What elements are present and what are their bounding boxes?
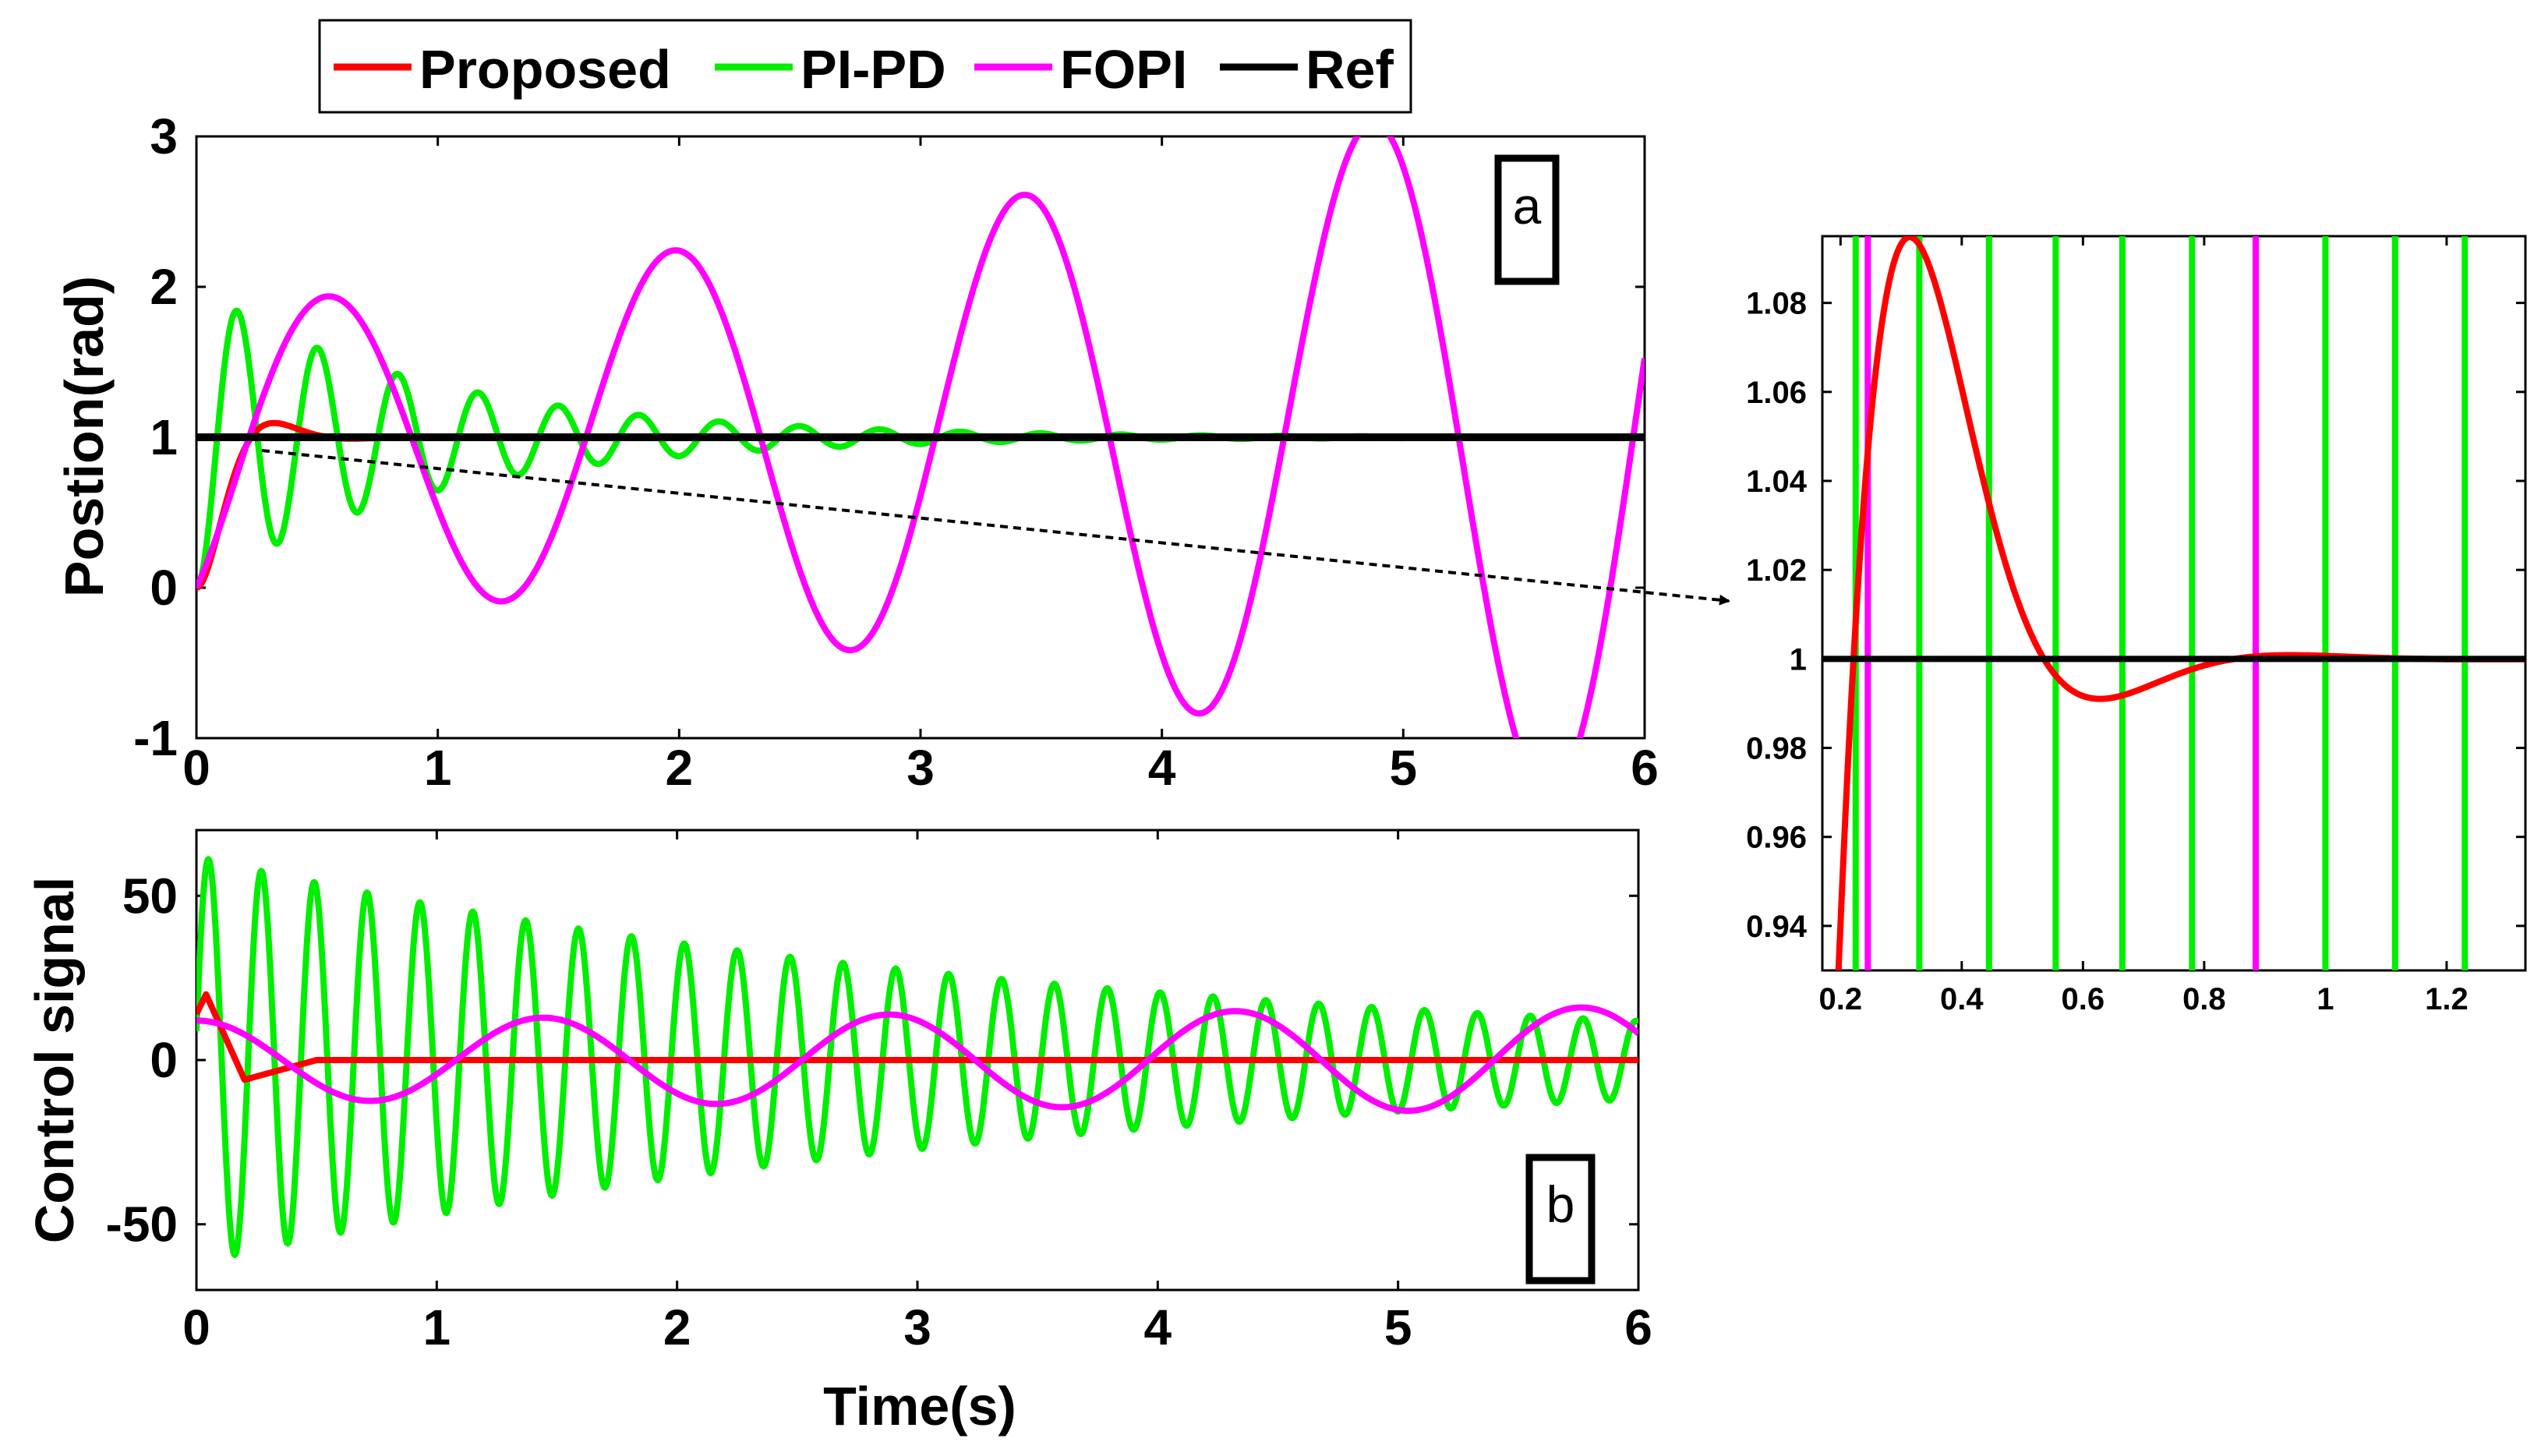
control-plot-xtick-label: 3: [903, 1299, 931, 1355]
zoom-plot-ytick-label: 0.96: [1746, 821, 1807, 855]
zoom-plot-ytick-label: 1: [1790, 642, 1807, 677]
panel-label-a-box: a: [1494, 154, 1560, 285]
zoom-plot-xtick-label: 1: [2317, 982, 2334, 1016]
legend-label-proposed: Proposed: [419, 39, 671, 100]
zoom-plot-series-group: [1822, 236, 2525, 970]
legend: Proposed PI-PD FOPI Ref: [318, 19, 1412, 114]
zoom-plot-xtick-label: 0.2: [1819, 982, 1863, 1016]
control-plot-series-fopi: [196, 1004, 1638, 1115]
position-plot-series-fopi: [196, 136, 1645, 738]
position-plot-xtick-label: 1: [424, 740, 452, 796]
zoom-plot-xtick-label: 0.6: [2062, 982, 2105, 1016]
position-plot-ytick-label: 1: [150, 409, 178, 465]
position-plot-xtick-label: 6: [1631, 740, 1659, 796]
position-plot-ytick-label: -1: [133, 710, 178, 766]
position-plot-xtick-label: 3: [906, 740, 935, 796]
control-plot-ytick-label: 0: [150, 1032, 178, 1088]
control-plot-xtick-label: 2: [663, 1299, 691, 1355]
zoom-plot-xtick-label: 0.8: [2182, 982, 2226, 1016]
zoom-plot: 0.2 0.4 0.6 0.8 1 1.2 0.94 0.96 0.98 1 1.02 1.04 1.0…: [1746, 235, 2527, 1016]
zoom-plot-xtick-label: 1.2: [2425, 982, 2469, 1016]
zoom-plot-frame: [1821, 235, 2527, 972]
legend-label-fopi: FOPI: [1060, 39, 1187, 100]
position-ylabel: Postion(rad): [54, 276, 115, 597]
zoom-arrow: [261, 449, 1730, 606]
position-plot-ytick-label: 0: [150, 560, 178, 616]
position-plot-ytick-label: 3: [150, 108, 178, 164]
position-plot-xtick-label: 0: [182, 740, 210, 796]
position-plot-xtick-label: 5: [1390, 740, 1418, 796]
control-plot-ytick-label: -50: [106, 1196, 178, 1253]
zoom-plot-ytick-label: 0.94: [1746, 910, 1808, 944]
position-plot-xtick-label: 2: [666, 740, 694, 796]
position-plot-series-group: [196, 136, 1645, 738]
zoom-plot-ytick-label: 1.04: [1746, 465, 1808, 499]
zoom-plot-ytick-label: 1.08: [1746, 287, 1807, 321]
panel-label-b: b: [1546, 1175, 1575, 1233]
control-plot-xtick-label: 5: [1384, 1299, 1412, 1355]
control-plot-xtick-label: 0: [182, 1299, 210, 1355]
control-plot-ytick-label: 50: [122, 868, 178, 924]
legend-label-ref: Ref: [1306, 39, 1394, 100]
control-ylabel: Control signal: [24, 877, 85, 1244]
control-plot-xtick-label: 6: [1624, 1299, 1652, 1355]
position-plot-ytick-label: 2: [150, 259, 178, 315]
panel-label-a: a: [1513, 177, 1542, 235]
control-plot-xtick-label: 1: [423, 1299, 451, 1355]
control-xlabel: Time(s): [823, 1376, 1016, 1437]
zoom-plot-ytick-label: 0.98: [1746, 732, 1807, 766]
zoom-plot-xtick-label: 0.4: [1940, 982, 1984, 1016]
control-plot-xtick-label: 4: [1144, 1299, 1172, 1355]
position-plot-xtick-label: 4: [1148, 740, 1176, 796]
zoom-plot-ytick-label: 1.06: [1746, 376, 1807, 410]
zoom-plot-ytick-label: 1.02: [1746, 553, 1807, 588]
control-plot-series-proposed: [196, 991, 1638, 1083]
legend-label-pipd: PI-PD: [800, 39, 946, 100]
control-plot-series-group: [196, 856, 1638, 1258]
panel-label-b-box: b: [1525, 1154, 1596, 1285]
